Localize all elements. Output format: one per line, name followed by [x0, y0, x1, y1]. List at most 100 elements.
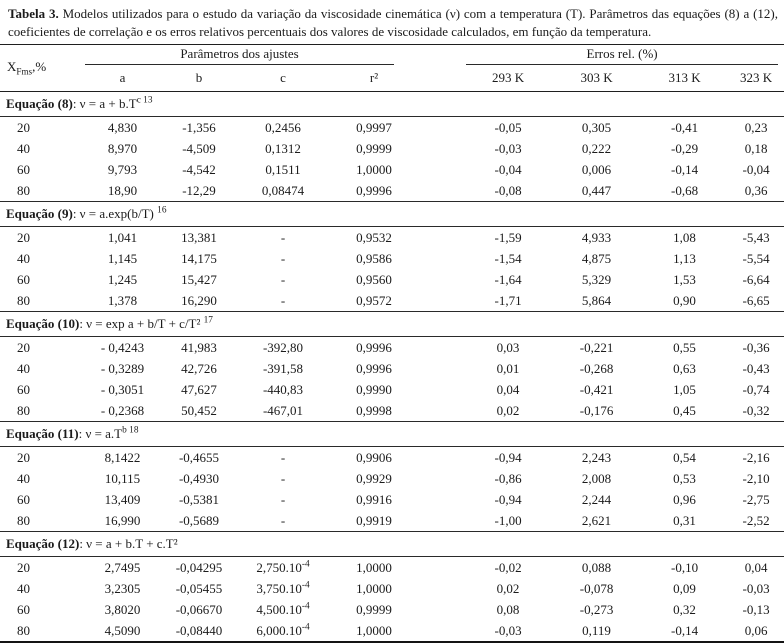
- gap-cell: [420, 159, 464, 180]
- superscript: -4: [301, 559, 310, 570]
- gap-cell: [420, 269, 464, 290]
- error-cell: -0,32: [728, 400, 784, 422]
- gap-cell: [420, 557, 464, 579]
- param-cell: -0,08440: [160, 620, 238, 643]
- x-percent-cell: 60: [17, 381, 30, 397]
- row-header-x-percent: XFms,%: [0, 44, 85, 92]
- param-cell: 0,9560: [356, 271, 392, 287]
- error-cell: 0,222: [581, 140, 612, 156]
- column-header-row: a b c r² 293 K 303 K 313 K 323 K: [0, 65, 784, 92]
- error-cell: 0,03: [496, 339, 520, 355]
- x-percent-cell: 80: [0, 400, 85, 422]
- param-cell: 41,983: [181, 339, 217, 355]
- section-header-row: Equação (9): ν = a.exp(b/T) 16: [0, 201, 784, 227]
- superscript: -4: [301, 601, 310, 612]
- param-cell: 1,0000: [356, 161, 392, 177]
- column-header-a: a: [85, 65, 160, 92]
- param-cell: 0,9532: [356, 229, 392, 245]
- param-cell: 0,9916: [356, 491, 392, 507]
- error-cell: 0,36: [728, 180, 784, 202]
- gap-cell: [420, 599, 464, 620]
- table-row: 20 - 0,4243 41,983 -392,80 0,9996 0,03 -0,221 0…: [0, 337, 784, 359]
- equation-formula: : ν = a + b.Tc 13: [73, 96, 153, 111]
- text: : ν = a + b.T: [72, 96, 137, 111]
- header-group-row: XFms,% Parâmetros dos ajustes Erros rel.…: [0, 44, 784, 92]
- param-cell: -1,356: [182, 119, 216, 135]
- param-cell: -4,509: [182, 140, 216, 156]
- param-cell: 0,9996: [356, 360, 392, 376]
- gap-cell: [420, 489, 464, 510]
- error-cell: 0,53: [673, 470, 696, 486]
- param-cell: 2,7495: [104, 559, 141, 575]
- error-cell: -0,421: [579, 381, 614, 397]
- param-cell: 0,9906: [356, 449, 392, 465]
- table-row: 60 9,793 -4,542 0,1511 1,0000 -0,04 0,006 -0,14…: [0, 159, 784, 180]
- error-cell: -0,02: [494, 559, 522, 575]
- params-group-header: Parâmetros dos ajustes: [85, 45, 420, 65]
- x-percent-cell: 80: [0, 180, 85, 202]
- param-cell: 0,9919: [328, 510, 421, 532]
- error-cell: -0,29: [671, 140, 699, 156]
- error-cell: 2,243: [581, 449, 612, 465]
- x-percent-cell: 60: [17, 271, 30, 287]
- error-cell: -6,65: [728, 290, 784, 312]
- text: : ν = a.T: [78, 426, 123, 441]
- error-cell: -0,14: [671, 161, 699, 177]
- error-cell: 0,31: [641, 510, 729, 532]
- error-cell: 0,45: [641, 400, 729, 422]
- section-header-row: Equação (8): ν = a + b.Tc 13: [0, 91, 784, 117]
- param-cell: 0,1312: [265, 140, 301, 156]
- error-cell: 4,875: [581, 250, 612, 266]
- equation-formula: : ν = a + b.T + c.T²: [79, 536, 177, 551]
- column-header-303k: 303 K: [552, 65, 642, 92]
- param-cell: 1,0000: [356, 580, 392, 596]
- error-cell: -6,64: [742, 271, 770, 287]
- x-percent-cell: 60: [17, 491, 30, 507]
- param-cell: 47,627: [181, 381, 217, 397]
- error-cell: 5,864: [552, 290, 642, 312]
- error-cell: -1,54: [494, 250, 522, 266]
- param-cell: 3,8020: [104, 601, 141, 617]
- param-cell: -467,01: [238, 400, 328, 422]
- error-cell: -1,64: [494, 271, 522, 287]
- gap-cell: [420, 227, 464, 249]
- error-cell: 0,119: [552, 620, 642, 643]
- param-cell: 0,08474: [238, 180, 328, 202]
- table-row: 60 1,245 15,427 - 0,9560 -1,64 5,329 1,53 -6,64: [0, 269, 784, 290]
- error-cell: 0,23: [744, 119, 768, 135]
- param-cell: 2,750.10-4: [238, 557, 328, 579]
- param-cell: 3,750.10-4: [238, 578, 328, 599]
- section-header-row: Equação (12): ν = a + b.T + c.T²: [0, 531, 784, 557]
- param-cell: 1,145: [107, 250, 138, 266]
- param-cell: 15,427: [181, 271, 217, 287]
- superscript: b 18: [122, 425, 139, 436]
- param-cell: 0,9990: [356, 381, 392, 397]
- param-cell: - 0,3051: [100, 381, 145, 397]
- param-cell: -0,5689: [160, 510, 238, 532]
- error-cell: -0,04: [494, 161, 522, 177]
- error-cell: -0,03: [494, 140, 522, 156]
- param-cell: 8,1422: [104, 449, 141, 465]
- equation-header: Equação (9): ν = a.exp(b/T) 16: [0, 201, 784, 227]
- x-percent-cell: 60: [17, 601, 30, 617]
- error-cell: -0,68: [641, 180, 729, 202]
- error-cell: -1,00: [464, 510, 553, 532]
- param-cell: -: [238, 290, 328, 312]
- error-cell: 1,08: [673, 229, 696, 245]
- param-cell: 0,1511: [265, 161, 301, 177]
- param-cell: -0,06670: [175, 601, 223, 617]
- param-cell: 4,5090: [85, 620, 160, 643]
- params-group-label: Parâmetros dos ajustes: [85, 46, 395, 65]
- equation-header: Equação (10): ν = exp a + b/T + c/T² 17: [0, 311, 784, 337]
- param-cell: 14,175: [181, 250, 217, 266]
- param-cell: 0,2456: [265, 119, 301, 135]
- error-cell: -0,74: [742, 381, 770, 397]
- equation-label: Equação (10): [6, 316, 80, 331]
- error-cell: -0,05: [494, 119, 522, 135]
- superscript: -4: [301, 622, 310, 633]
- gap-cell: [420, 117, 464, 139]
- error-cell: 0,96: [673, 491, 696, 507]
- gap-cell: [420, 337, 464, 359]
- param-cell: 1,245: [107, 271, 138, 287]
- x-symbol: X: [7, 59, 17, 75]
